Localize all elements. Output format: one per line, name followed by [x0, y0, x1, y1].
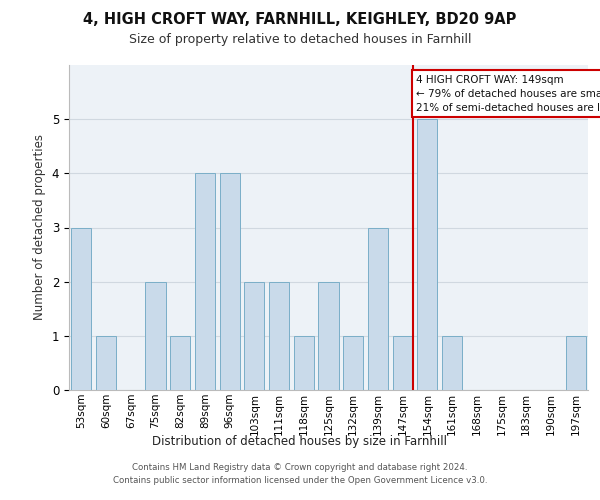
- Bar: [269, 282, 289, 390]
- Text: Distribution of detached houses by size in Farnhill: Distribution of detached houses by size …: [152, 434, 448, 448]
- Bar: [145, 282, 166, 390]
- Bar: [417, 119, 437, 390]
- Text: Contains HM Land Registry data © Crown copyright and database right 2024.: Contains HM Land Registry data © Crown c…: [132, 464, 468, 472]
- Bar: [319, 282, 338, 390]
- Text: Contains public sector information licensed under the Open Government Licence v3: Contains public sector information licen…: [113, 476, 487, 485]
- Bar: [566, 336, 586, 390]
- Bar: [195, 174, 215, 390]
- Text: 4 HIGH CROFT WAY: 149sqm
← 79% of detached houses are smaller (26)
21% of semi-d: 4 HIGH CROFT WAY: 149sqm ← 79% of detach…: [416, 74, 600, 113]
- Bar: [368, 228, 388, 390]
- Text: 4, HIGH CROFT WAY, FARNHILL, KEIGHLEY, BD20 9AP: 4, HIGH CROFT WAY, FARNHILL, KEIGHLEY, B…: [83, 12, 517, 28]
- Bar: [343, 336, 364, 390]
- Bar: [442, 336, 462, 390]
- Text: Size of property relative to detached houses in Farnhill: Size of property relative to detached ho…: [129, 32, 471, 46]
- Bar: [392, 336, 413, 390]
- Bar: [244, 282, 265, 390]
- Bar: [71, 228, 91, 390]
- Bar: [170, 336, 190, 390]
- Y-axis label: Number of detached properties: Number of detached properties: [33, 134, 46, 320]
- Bar: [96, 336, 116, 390]
- Bar: [220, 174, 240, 390]
- Bar: [293, 336, 314, 390]
